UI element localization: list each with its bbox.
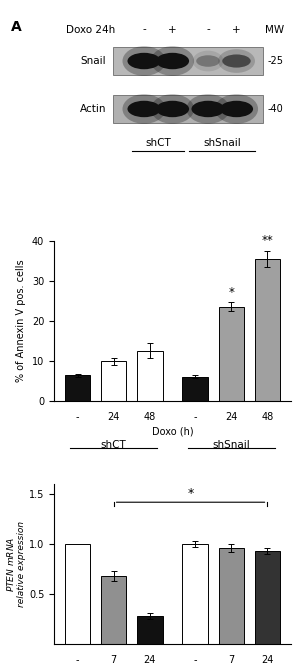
Text: +: +	[232, 25, 241, 35]
Text: -40: -40	[267, 104, 283, 114]
Bar	[219, 548, 244, 644]
Text: -25: -25	[267, 56, 283, 66]
Ellipse shape	[222, 54, 251, 68]
Bar	[113, 95, 262, 123]
Ellipse shape	[196, 55, 220, 67]
Text: 48: 48	[261, 412, 274, 422]
Ellipse shape	[122, 94, 166, 124]
Bar	[137, 351, 163, 400]
Bar	[182, 544, 208, 644]
Text: +: +	[168, 25, 177, 35]
Text: 24: 24	[261, 655, 274, 664]
Text: 7: 7	[110, 655, 117, 664]
Bar	[255, 259, 280, 400]
Text: -: -	[206, 25, 210, 35]
Bar	[113, 47, 262, 75]
Text: -: -	[194, 655, 197, 664]
Ellipse shape	[122, 46, 166, 76]
Text: -: -	[194, 412, 197, 422]
Bar	[219, 307, 244, 400]
Text: *: *	[188, 487, 194, 500]
Ellipse shape	[215, 94, 258, 124]
Text: 24: 24	[225, 412, 238, 422]
Text: MW: MW	[265, 25, 284, 35]
Ellipse shape	[193, 50, 224, 72]
Text: 48: 48	[144, 412, 156, 422]
Bar	[255, 551, 280, 644]
Text: shSnail: shSnail	[212, 440, 250, 450]
Text: Snail: Snail	[80, 56, 106, 66]
Ellipse shape	[191, 101, 225, 118]
Ellipse shape	[220, 101, 253, 118]
Ellipse shape	[151, 46, 194, 76]
Text: -: -	[76, 655, 79, 664]
Text: 24: 24	[144, 655, 156, 664]
Ellipse shape	[218, 49, 255, 73]
Text: A: A	[11, 20, 22, 34]
Bar	[101, 361, 126, 400]
Text: shCT: shCT	[101, 440, 127, 450]
Y-axis label: $PTEN$ mRNA
relative expression: $PTEN$ mRNA relative expression	[5, 521, 26, 607]
Text: shCT: shCT	[146, 138, 171, 148]
Text: Doxo (h): Doxo (h)	[152, 426, 193, 436]
Text: **: **	[262, 234, 273, 248]
Ellipse shape	[151, 94, 194, 124]
Y-axis label: % of Annexin V pos. cells: % of Annexin V pos. cells	[16, 259, 26, 382]
Text: shSnail: shSnail	[203, 138, 241, 148]
Ellipse shape	[187, 94, 230, 124]
Bar	[182, 376, 208, 400]
Ellipse shape	[128, 101, 161, 118]
Text: Doxo 24h: Doxo 24h	[66, 25, 115, 35]
Text: *: *	[228, 286, 234, 299]
Ellipse shape	[128, 53, 161, 69]
Ellipse shape	[156, 101, 189, 118]
Bar	[137, 616, 163, 644]
Text: 24: 24	[107, 412, 120, 422]
Bar	[65, 544, 90, 644]
Text: Actin: Actin	[80, 104, 106, 114]
Ellipse shape	[156, 53, 189, 69]
Text: 7: 7	[228, 655, 235, 664]
Text: -: -	[76, 412, 79, 422]
Bar	[101, 576, 126, 644]
Text: -: -	[142, 25, 146, 35]
Bar	[65, 375, 90, 400]
